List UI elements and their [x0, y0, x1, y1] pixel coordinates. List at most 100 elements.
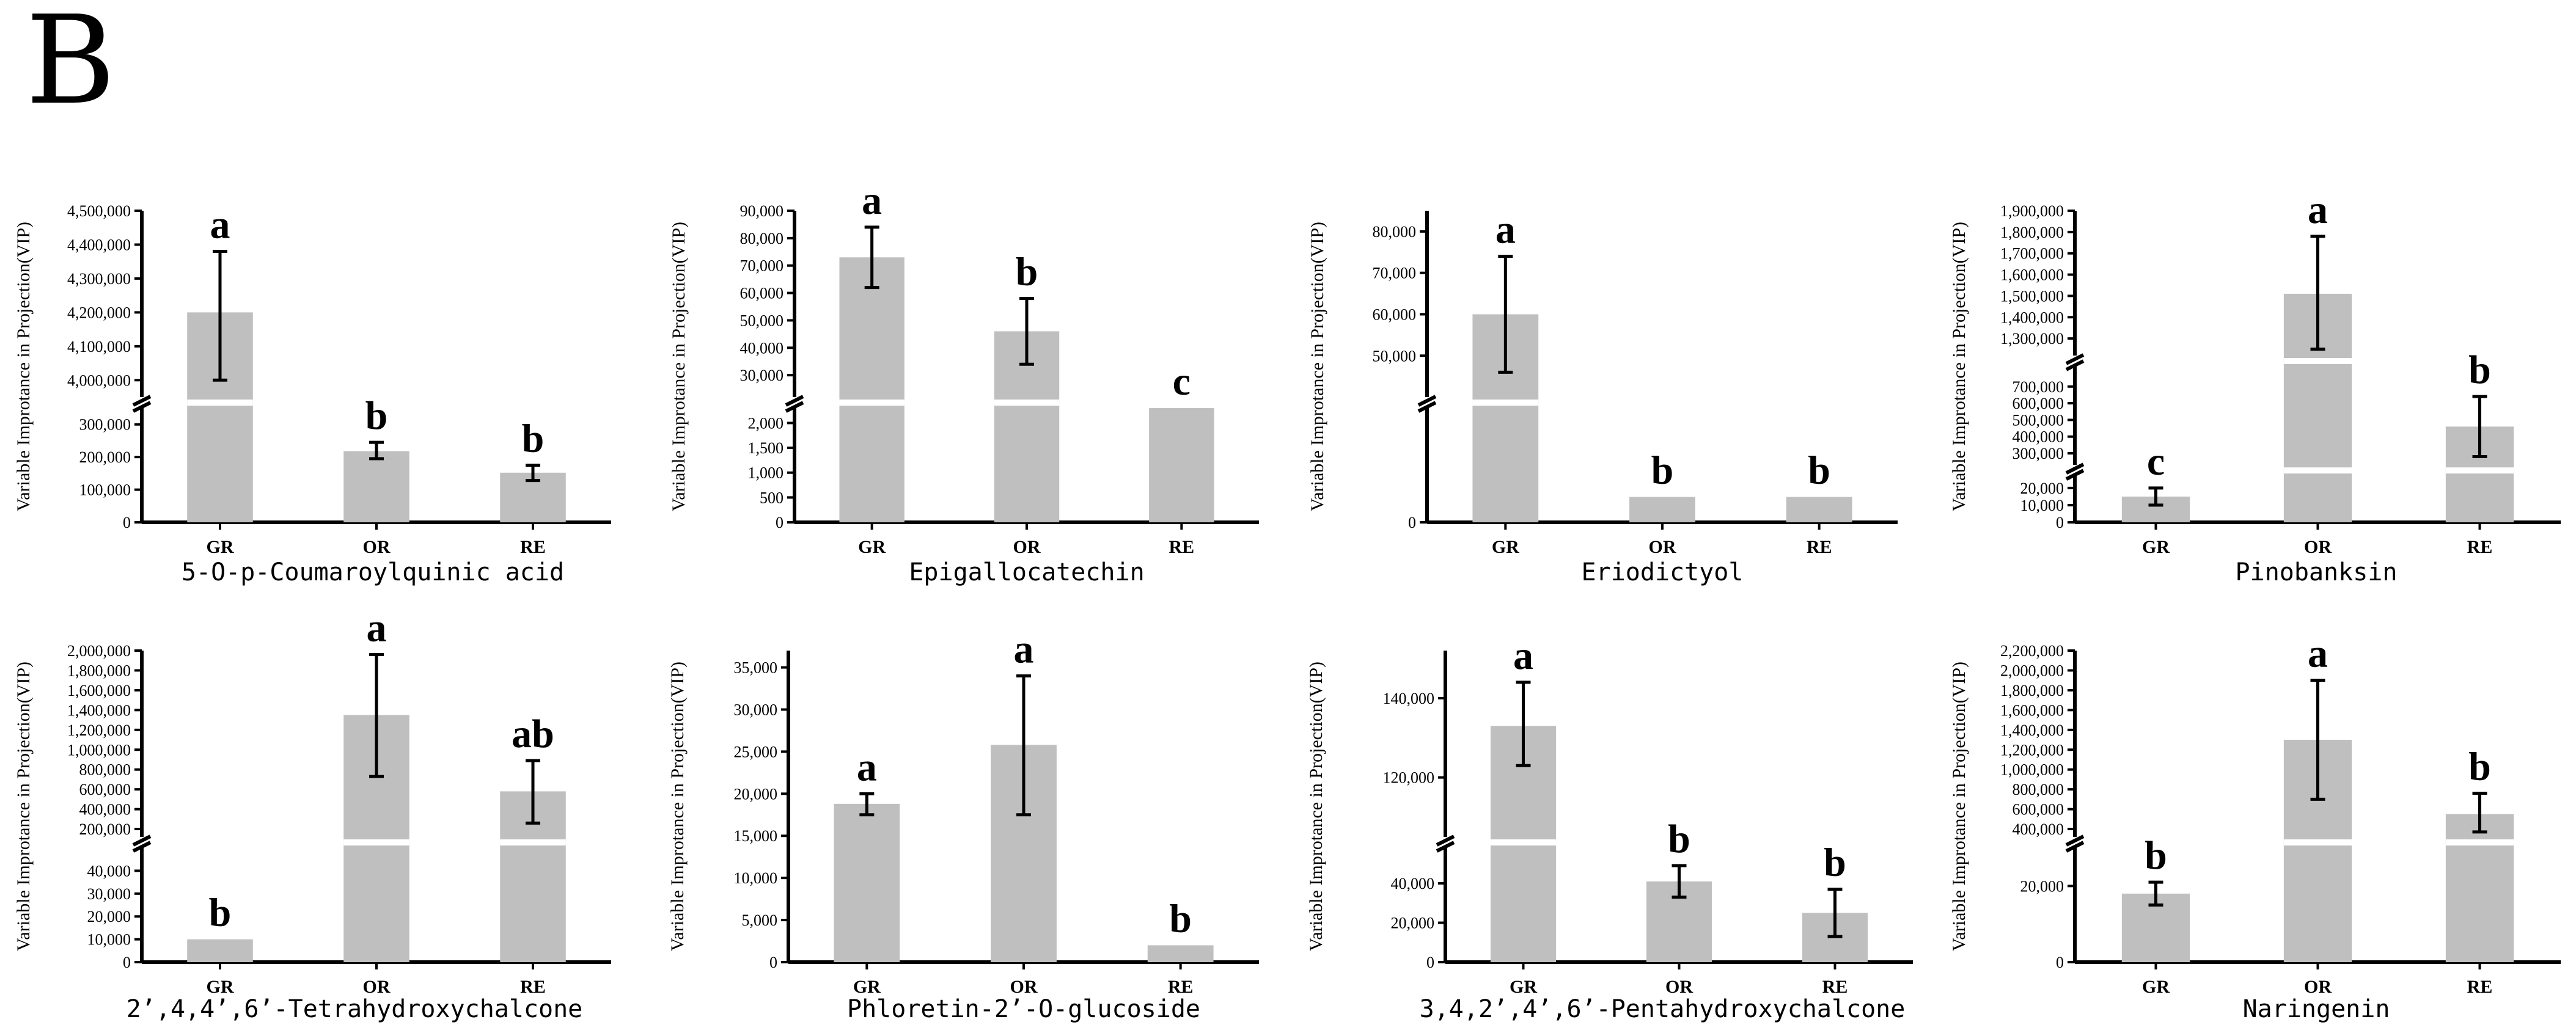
y-tick-label: 600,000 — [2013, 801, 2064, 819]
y-tick-label: 70,000 — [1373, 265, 1417, 282]
bar-break-gap — [2283, 467, 2352, 474]
y-tick-label: 0 — [769, 954, 777, 971]
y-tick-label: 1,800,000 — [67, 662, 131, 679]
y-tick-label: 600,000 — [79, 781, 131, 798]
significance-label: ab — [512, 712, 554, 756]
chart-title: 3,4,2’,4’,6’-Pentahydroxychalcone — [1420, 995, 1906, 1023]
significance-label: a — [367, 605, 387, 650]
y-tick-label: 1,400,000 — [67, 701, 131, 719]
bar-or — [343, 451, 409, 522]
y-tick-label: 25,000 — [734, 743, 778, 761]
y-axis-label: Variable Improtance in Projection(VIP) — [1949, 662, 1969, 951]
x-tick-label: OR — [363, 537, 391, 557]
panel-label: B — [26, 0, 116, 132]
y-tick-label: 1,700,000 — [2000, 245, 2064, 263]
axis-break-mark — [2065, 353, 2085, 365]
y-tick-label: 0 — [2056, 514, 2064, 531]
y-tick-label: 0 — [123, 954, 131, 971]
y-axis-label: Variable Improtance in Projection(VIP) — [669, 222, 689, 511]
y-tick-label: 10,000 — [2020, 497, 2064, 514]
bar-gr — [839, 257, 905, 522]
significance-label: b — [1169, 896, 1192, 941]
axis-break-mark — [1436, 841, 1455, 853]
bar-break-gap — [994, 400, 1060, 406]
y-tick-label: 1,500 — [748, 439, 784, 457]
x-tick-label: GR — [1492, 537, 1519, 557]
bar-re — [1147, 945, 1214, 962]
significance-label: b — [522, 417, 545, 461]
axis-break-mark — [132, 834, 152, 847]
y-tick-label: 800,000 — [79, 761, 131, 779]
y-tick-label: 80,000 — [740, 230, 784, 247]
y-tick-label: 10,000 — [734, 869, 778, 887]
y-tick-label: 1,800,000 — [2000, 682, 2064, 699]
axis-break-mark — [1417, 395, 1437, 407]
y-tick-label: 700,000 — [2013, 378, 2064, 396]
y-tick-label: 0 — [123, 514, 131, 531]
axis-break-mark — [785, 395, 804, 407]
y-axis-label: Variable Improtance in Projection(VIP) — [13, 662, 34, 951]
chart-title: 2’,4,4’,6’-Tetrahydroxychalcone — [127, 995, 583, 1023]
bar-re — [1786, 497, 1852, 522]
y-tick-label: 100,000 — [79, 481, 131, 499]
y-tick-label: 5,000 — [742, 911, 778, 929]
significance-label: a — [1495, 208, 1516, 252]
chart-title: Eriodictyol — [1582, 558, 1744, 586]
bar-break-gap — [839, 400, 905, 406]
bar-break-gap — [343, 839, 409, 846]
y-tick-label: 20,000 — [1391, 914, 1435, 932]
bar-break-gap — [2445, 467, 2514, 474]
x-tick-label: OR — [363, 977, 391, 997]
y-tick-label: 300,000 — [79, 416, 131, 434]
bar-re — [2445, 814, 2514, 962]
y-tick-label: 1,000 — [748, 464, 784, 482]
y-tick-label: 2,000 — [748, 414, 784, 432]
y-tick-label: 20,000 — [2020, 480, 2064, 497]
x-tick-label: OR — [1649, 537, 1676, 557]
bar-or — [1629, 497, 1695, 522]
x-tick-label: RE — [2467, 977, 2493, 997]
y-tick-label: 1,200,000 — [67, 721, 131, 739]
significance-label: b — [2468, 745, 2491, 789]
chart-title: Epigallocatechin — [909, 558, 1144, 586]
y-tick-label: 40,000 — [87, 862, 131, 880]
bar-break-gap — [2283, 839, 2352, 846]
y-tick-label: 0 — [1426, 954, 1434, 971]
axis-break-mark — [1417, 401, 1437, 413]
x-tick-label: RE — [1169, 537, 1194, 557]
y-tick-label: 0 — [2056, 954, 2064, 971]
significance-label: a — [210, 203, 230, 247]
bar-re — [1149, 408, 1214, 522]
y-tick-label: 20,000 — [87, 908, 131, 925]
axis-break-mark — [2065, 359, 2085, 371]
x-tick-label: RE — [520, 977, 546, 997]
y-tick-label: 50,000 — [740, 312, 784, 329]
chart-panel-7: 0 20,000 40,000 120,000 140,000 Variable Impr… — [1306, 633, 1913, 1023]
significance-label: c — [1173, 359, 1191, 404]
x-tick-label: RE — [1168, 977, 1194, 997]
y-tick-label: 0 — [776, 514, 783, 531]
y-axis-label: Variable Improtance in Projection(VIP) — [1307, 222, 1327, 511]
y-tick-label: 4,100,000 — [67, 338, 131, 356]
y-tick-label: 4,200,000 — [67, 304, 131, 321]
chart-title: 5-O-p-Coumaroylquinic acid — [182, 558, 564, 586]
y-tick-label: 20,000 — [734, 785, 778, 803]
y-axis-label: Variable Improtance in Projection(VIP) — [1306, 662, 1326, 951]
y-tick-label: 1,600,000 — [67, 682, 131, 699]
x-tick-label: GR — [207, 537, 234, 557]
significance-label: b — [1016, 250, 1038, 294]
x-tick-label: GR — [858, 537, 886, 557]
y-tick-label: 500,000 — [2013, 411, 2064, 429]
y-tick-label: 1,400,000 — [2000, 721, 2064, 739]
bar-break-gap — [187, 400, 253, 406]
chart-panel-6: 0 5,000 10,000 15,000 20,000 25,000 30,000 35,0… — [667, 627, 1259, 1023]
significance-label: b — [2145, 833, 2167, 878]
y-tick-label: 400,000 — [2013, 428, 2064, 446]
y-tick-label: 2,000,000 — [67, 642, 131, 660]
y-tick-label: 1,600,000 — [2000, 266, 2064, 284]
y-tick-label: 1,600,000 — [2000, 701, 2064, 719]
y-tick-label: 500 — [760, 489, 783, 506]
